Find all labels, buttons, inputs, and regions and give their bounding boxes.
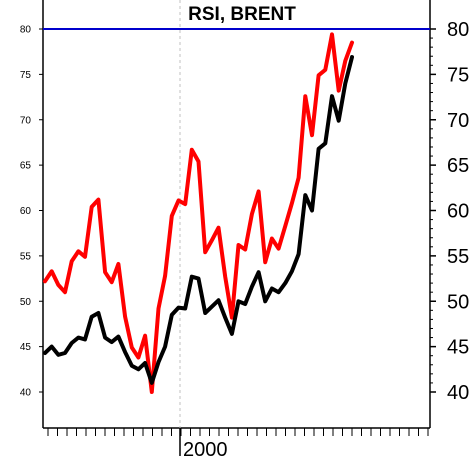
left-tick-label: 70 <box>20 115 32 126</box>
series-layer <box>43 32 354 394</box>
x-axis: 2000 <box>47 428 429 460</box>
plot-frame <box>42 0 431 429</box>
left-tick-label: 40 <box>20 388 32 399</box>
left-tick-label: 60 <box>20 206 32 217</box>
left-tick-label: 45 <box>20 342 32 353</box>
right-tick-label: 70 <box>447 110 469 132</box>
right-tick-label: 55 <box>447 246 469 268</box>
right-tick-label: 80 <box>447 19 469 41</box>
series-line-1 <box>43 55 354 385</box>
x-tick-label-2000: 2000 <box>183 439 228 460</box>
left-tick-label: 65 <box>20 161 32 172</box>
right-y-axis: 40 45 50 55 60 65 70 75 80 <box>430 19 469 404</box>
series-line-0 <box>43 32 354 394</box>
right-tick-label: 75 <box>447 64 469 86</box>
right-tick-label: 50 <box>447 291 469 313</box>
left-y-axis: 40 45 50 55 60 65 70 75 80 <box>20 25 43 399</box>
left-tick-label: 75 <box>20 70 32 81</box>
right-tick-label: 40 <box>447 382 469 404</box>
right-tick-label: 65 <box>447 155 469 177</box>
chart-title: RSI, BRENT <box>188 4 296 25</box>
left-tick-label: 55 <box>20 251 32 262</box>
right-tick-label: 45 <box>447 337 469 359</box>
left-tick-label: 50 <box>20 297 32 308</box>
left-tick-label: 80 <box>20 25 32 36</box>
right-tick-label: 60 <box>447 201 469 223</box>
